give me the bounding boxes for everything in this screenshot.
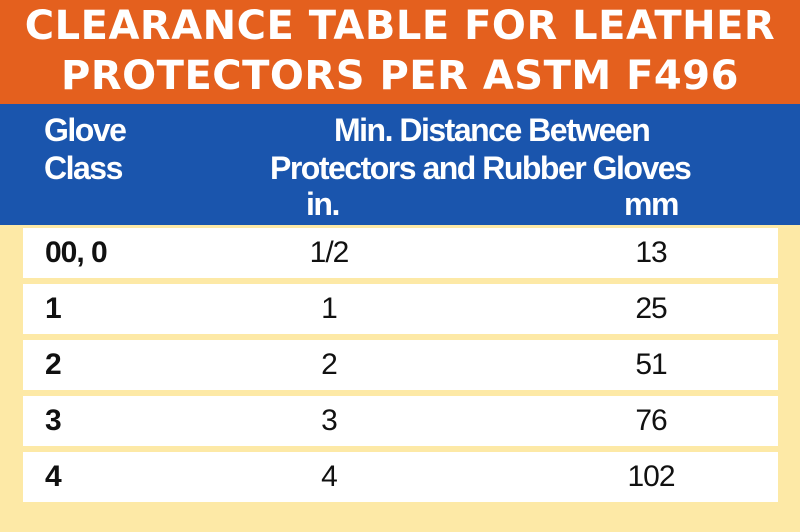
inches-value: 1 [321,292,338,325]
mm-value: 25 [635,292,667,325]
mm-value: 102 [627,460,675,493]
mm-value: 13 [635,236,667,269]
inches-value: 3 [321,404,338,437]
title-line-2: PROTECTORS PER ASTM F496 [61,53,739,99]
table-header: Glove Class Min. Distance Between Protec… [0,104,800,225]
inches-value: 2 [321,348,338,381]
glove-class-cell: 00, 0 [45,236,108,269]
table-row: 3 3 76 [23,396,778,446]
unit-mm-header: mm [624,186,679,222]
table-row: 2 2 51 [23,340,778,390]
table-row: 1 1 25 [23,284,778,334]
glove-class-header-line-1: Glove [44,112,127,148]
glove-class-cell: 2 [45,348,62,381]
table-body: 00, 0 1/2 13 1 1 25 2 2 51 3 3 76 4 4 10… [23,228,778,508]
table-row: 00, 0 1/2 13 [23,228,778,278]
title-line-1: CLEARANCE TABLE FOR LEATHER [24,3,776,49]
glove-class-cell: 3 [45,404,62,437]
inches-value: 4 [321,460,338,493]
inches-value: 1/2 [309,236,350,269]
mm-value: 51 [635,348,667,381]
glove-class-cell: 1 [45,292,62,325]
table-row: 4 4 102 [23,452,778,502]
glove-class-header-line-2: Class [44,150,123,186]
unit-inches-header: in. [306,186,340,222]
distance-header-line-2: Protectors and Rubber Gloves [270,150,692,186]
mm-value: 76 [635,404,667,437]
title-banner: CLEARANCE TABLE FOR LEATHER PROTECTORS P… [0,0,800,104]
glove-class-cell: 4 [45,460,62,493]
distance-header-line-1: Min. Distance Between [334,112,651,148]
